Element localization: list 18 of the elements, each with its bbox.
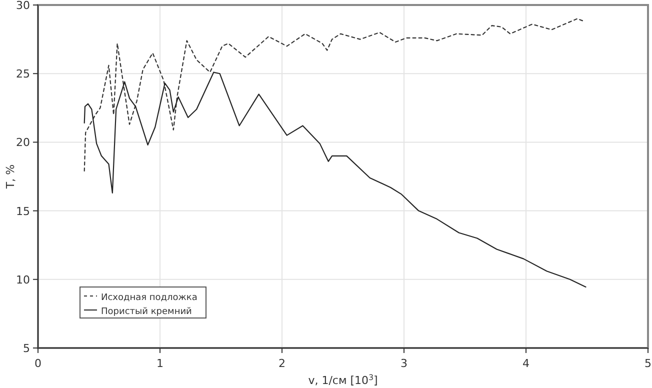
x-tick-label: 5 (644, 357, 652, 370)
y-axis-title: T, % (4, 164, 17, 190)
y-tick-label: 30 (16, 0, 30, 12)
y-tick-label: 15 (16, 204, 30, 218)
x-tick-label: 0 (34, 357, 42, 370)
y-tick-label: 25 (16, 68, 30, 81)
x-tick-label: 2 (278, 357, 286, 370)
legend-label: Пористый кремний (101, 307, 192, 317)
y-tick-label: 10 (16, 273, 30, 286)
y-tick-label: 20 (16, 136, 30, 150)
x-tick-label: 1 (156, 357, 164, 370)
x-axis-title: v, 1/см [10$^{3}$] (308, 372, 378, 387)
legend-label: Исходная подложка (101, 293, 198, 303)
line-series (84, 72, 586, 288)
line-series (84, 18, 586, 172)
x-tick-label: 4 (522, 357, 530, 370)
y-tick-label: 5 (23, 342, 30, 355)
x-tick-label: 3 (400, 357, 408, 370)
